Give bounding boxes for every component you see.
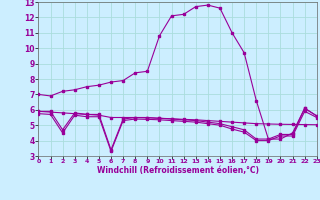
X-axis label: Windchill (Refroidissement éolien,°C): Windchill (Refroidissement éolien,°C) — [97, 166, 259, 175]
